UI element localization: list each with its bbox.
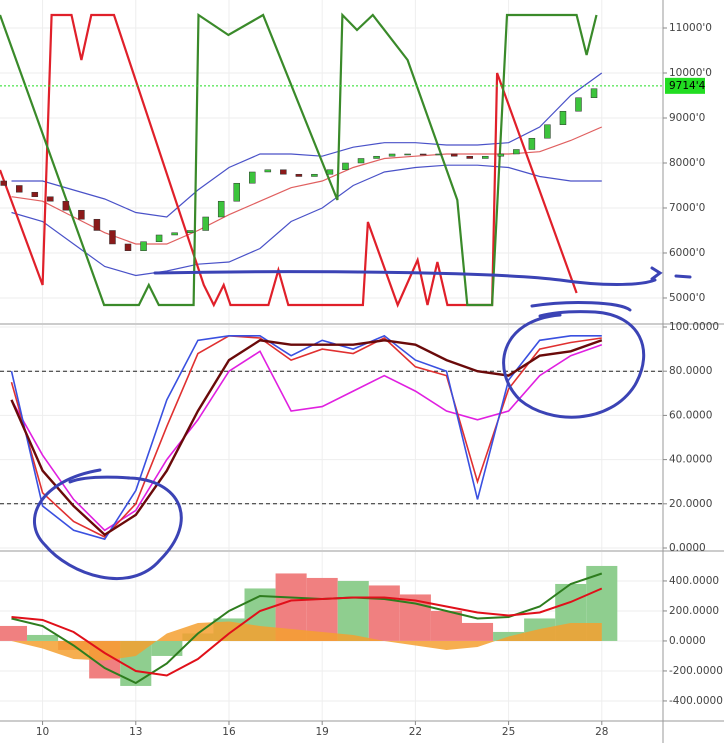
candle [31, 191, 39, 197]
indicator-line [0, 13, 578, 308]
candle [109, 230, 116, 245]
indicator-line [10, 343, 603, 532]
candle [590, 88, 598, 98]
indicator-line [11, 572, 603, 685]
candle [575, 97, 582, 112]
y-tick-label: -400.0000 [669, 695, 723, 707]
candle [16, 185, 23, 193]
hand-dash [674, 274, 692, 279]
candle [202, 216, 209, 231]
candle [186, 230, 194, 233]
candle [373, 155, 380, 159]
candle [311, 173, 318, 177]
indicator-line [11, 72, 603, 218]
y-tick-label: 20.0000 [669, 498, 712, 510]
candle [388, 153, 396, 157]
candle [62, 200, 70, 211]
y-tick-label: 200.0000 [669, 605, 719, 617]
x-tick-label: 10 [36, 726, 49, 738]
x-tick-label: 16 [222, 726, 236, 738]
candle [559, 110, 567, 125]
y-tick-label: 6000'0 [669, 247, 705, 259]
candle [342, 162, 349, 170]
y-tick-label: 400.0000 [669, 575, 719, 587]
candle [264, 169, 272, 173]
candle [497, 153, 505, 157]
candle [78, 209, 85, 220]
y-tick-label: 5000'0 [669, 292, 705, 304]
candle [155, 234, 163, 242]
candle [326, 169, 334, 175]
candle [0, 180, 7, 186]
y-tick-label: 0.0000 [669, 635, 706, 647]
y-tick-label: 8000'0 [669, 157, 705, 169]
area [11, 621, 602, 661]
candle [435, 153, 442, 156]
candle [295, 173, 303, 177]
candle [93, 218, 101, 231]
histogram-bar [0, 625, 28, 641]
candle [280, 169, 287, 175]
y-tick-label: 7000'0 [669, 202, 705, 214]
last-price-label: 9714'4 [669, 80, 706, 92]
histogram-bar [368, 585, 400, 641]
x-tick-label: 13 [129, 726, 142, 738]
candle [124, 243, 132, 251]
x-tick-label: 25 [502, 726, 515, 738]
hand-circle [502, 310, 646, 419]
hand-circle [33, 468, 183, 581]
candle [217, 200, 225, 218]
x-tick-label: 22 [409, 726, 422, 738]
y-tick-label: 9000'0 [669, 112, 705, 124]
candle [404, 153, 411, 156]
histogram-bar [306, 577, 338, 641]
histogram-bar [151, 640, 183, 656]
candle [233, 182, 240, 202]
last-price-box [665, 77, 705, 94]
plot-area [0, 0, 663, 720]
x-tick-label: 19 [315, 726, 328, 738]
candle [450, 153, 458, 157]
candle [140, 241, 147, 251]
hand-arrow [650, 266, 663, 281]
y-tick-label: -200.0000 [669, 665, 723, 677]
candle [466, 155, 474, 159]
indicator-line [0, 12, 598, 307]
indicator-line [11, 587, 603, 677]
x-tick-label: 28 [595, 726, 608, 738]
annotations [33, 266, 692, 581]
candle [544, 124, 551, 139]
histogram-bar [430, 610, 462, 641]
candle [171, 232, 178, 236]
histogram-bar [461, 622, 494, 641]
indicator-line [10, 339, 603, 537]
y-tick-label: 60.0000 [669, 409, 712, 421]
candle [47, 196, 54, 202]
candle [419, 153, 427, 156]
hand-line [153, 270, 657, 286]
y-tick-label: 11000'0 [669, 22, 712, 34]
indicator-line [11, 164, 602, 277]
y-tick-label: 0.0000 [669, 542, 706, 554]
histogram-bar [337, 580, 369, 641]
candle [482, 155, 489, 159]
hand-line [530, 301, 632, 312]
candle [528, 137, 536, 150]
y-tick-label: 10000'0 [669, 67, 712, 79]
candle [249, 171, 256, 184]
histogram-bar [27, 634, 59, 641]
y-tick-label: 80.0000 [669, 365, 712, 377]
histogram-bar [493, 631, 525, 641]
y-tick-label: 40.0000 [669, 454, 712, 466]
candle [513, 149, 520, 155]
y-tick-label: 100.0000 [669, 321, 719, 333]
candle [357, 158, 365, 164]
